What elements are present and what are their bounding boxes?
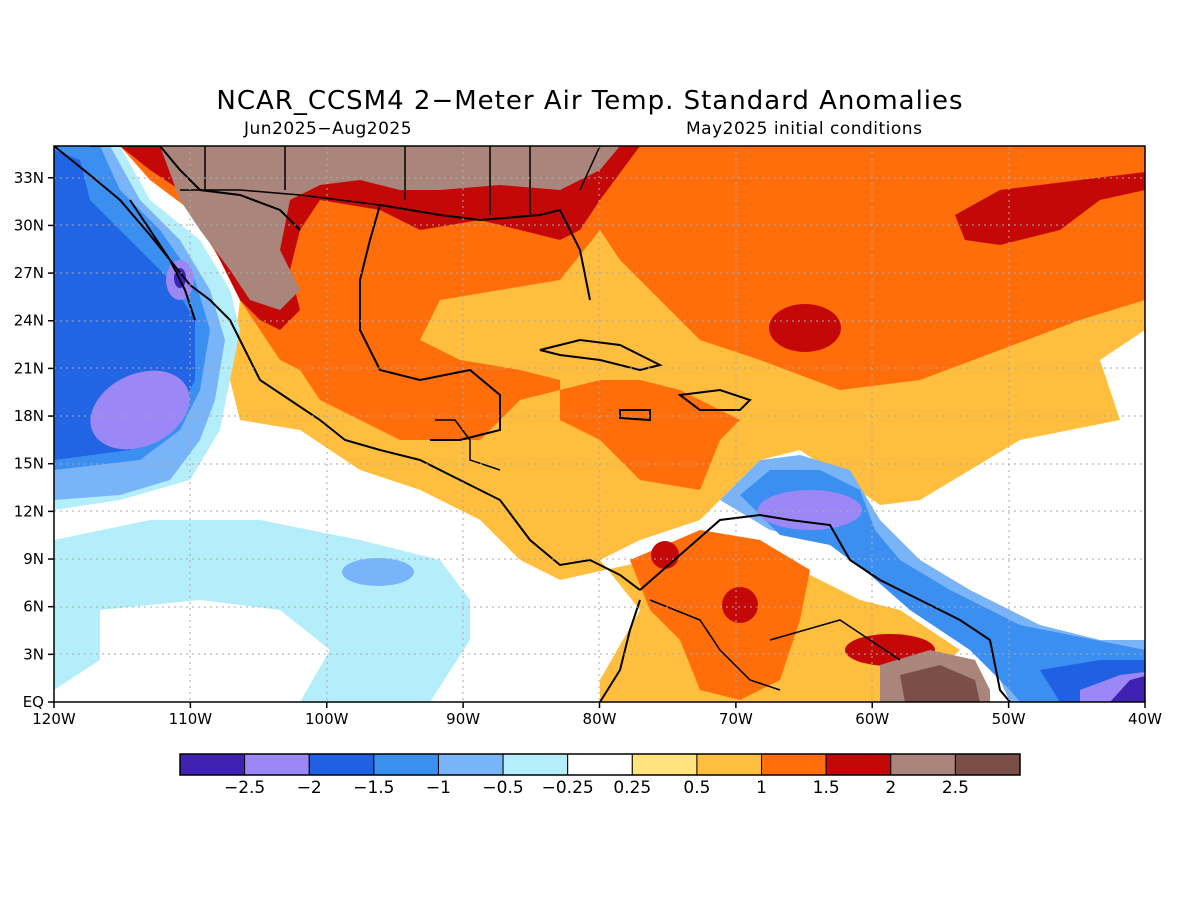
forecast-period: Jun2025−Aug2025 <box>244 119 413 139</box>
colorbar-label: −2 <box>297 778 322 798</box>
lat-tick-label: 27N <box>14 264 44 282</box>
gridlines <box>54 146 1145 702</box>
colorbar-swatch <box>244 753 310 776</box>
colorbar-swatch <box>437 753 504 776</box>
colorbar: −2.5 −2 −1.5 −1 −0.5 −0.25 0.25 0.5 1 1.5 2 2.5 <box>179 753 1021 798</box>
strong-cool-spot <box>90 370 190 450</box>
extreme-warm-north <box>160 146 620 310</box>
colorbar-frame <box>179 753 1021 776</box>
lat-tick-label: 24N <box>14 312 44 330</box>
very-strong-warm-atlantic <box>955 172 1145 245</box>
strong-warm-anomaly-region <box>120 146 1145 490</box>
lat-tick-label: 3N <box>23 645 44 663</box>
lat-tick-label: 15N <box>14 455 44 473</box>
lon-tick-label: 80W <box>583 710 617 728</box>
colorbar-swatch <box>954 753 1021 776</box>
anomaly-field <box>54 146 1145 702</box>
lat-tick-label: 9N <box>23 550 44 568</box>
colorbar-swatch <box>179 753 246 776</box>
lon-tick-label: 90W <box>446 710 480 728</box>
colorbar-label: 0.25 <box>613 778 651 798</box>
colorbar-swatch <box>825 753 892 776</box>
colorbar-label: −2.5 <box>224 778 265 798</box>
very-strong-warm-spot <box>769 304 841 352</box>
lat-tick-label: EQ <box>23 693 44 711</box>
lon-tick-label: 100W <box>305 710 349 728</box>
lat-tick-label: 30N <box>14 216 44 234</box>
map-title: NCAR_CCSM4 2−Meter Air Temp. Standard An… <box>216 86 964 116</box>
colorbar-label: −1 <box>426 778 451 798</box>
coastlines <box>54 146 1011 702</box>
colorbar-swatch <box>308 753 375 776</box>
colorbar-label: −0.25 <box>542 778 594 798</box>
lat-tick-label: 18N <box>14 407 44 425</box>
colorbar-swatch <box>696 753 763 776</box>
colorbar-swatch <box>631 753 698 776</box>
lon-tick-label: 50W <box>992 710 1026 728</box>
colorbar-swatch <box>761 753 827 776</box>
colorbar-label: −0.5 <box>482 778 523 798</box>
longitude-axis: 120W 110W 100W 90W 80W 70W 60W 50W 40W <box>32 702 1162 728</box>
colorbar-label: 2 <box>885 778 896 798</box>
colorbar-label: 1 <box>756 778 767 798</box>
lon-tick-label: 120W <box>32 710 76 728</box>
colorbar-swatch <box>890 753 956 776</box>
borders <box>180 146 901 691</box>
latitude-axis: EQ 3N 6N 9N 12N 15N 18N 21N 24N 27N 30N 33N <box>14 169 54 711</box>
lat-tick-label: 33N <box>14 169 44 187</box>
lon-tick-label: 60W <box>855 710 889 728</box>
lon-tick-label: 70W <box>719 710 753 728</box>
colorbar-swatch <box>373 753 439 776</box>
colorbar-label: −1.5 <box>353 778 394 798</box>
initial-conditions: May2025 initial conditions <box>686 119 923 139</box>
colorbar-label: 2.5 <box>942 778 969 798</box>
lon-tick-label: 40W <box>1128 710 1162 728</box>
lat-tick-label: 12N <box>14 502 44 520</box>
lat-tick-label: 6N <box>23 598 44 616</box>
lon-tick-label: 110W <box>169 710 213 728</box>
colorbar-label: 1.5 <box>813 778 840 798</box>
colorbar-swatch <box>567 753 633 776</box>
colorbar-swatch <box>502 753 569 776</box>
colorbar-label: 0.5 <box>683 778 710 798</box>
strong-warm-south-america <box>630 530 810 700</box>
lat-tick-label: 21N <box>14 359 44 377</box>
